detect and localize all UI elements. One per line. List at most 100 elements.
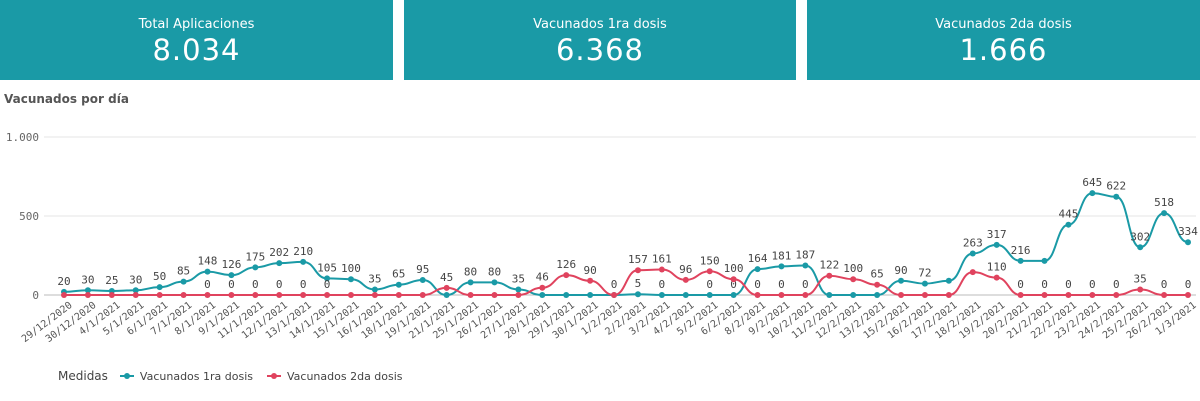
- data-point: [1089, 292, 1096, 298]
- data-label: 45: [440, 271, 453, 284]
- data-point: [132, 292, 139, 298]
- data-point: [180, 278, 187, 285]
- data-label: 0: [1185, 278, 1192, 291]
- data-point: [1089, 190, 1096, 197]
- data-point: [1041, 292, 1048, 298]
- data-point: [252, 264, 259, 271]
- data-label: 95: [416, 263, 429, 276]
- data-label: 46: [536, 271, 549, 284]
- data-label: 35: [512, 272, 525, 285]
- data-label: 0: [778, 278, 785, 291]
- data-label: 5: [635, 277, 642, 290]
- data-label: 334: [1178, 225, 1198, 238]
- data-point: [993, 274, 1000, 281]
- data-point: [467, 292, 474, 298]
- kpi-label: Total Aplicaciones: [138, 17, 255, 32]
- data-point: [347, 292, 354, 298]
- legend-label: Vacunados 1ra dosis: [139, 369, 253, 383]
- data-label: 0: [300, 278, 307, 291]
- data-label: 164: [748, 252, 768, 265]
- data-point: [945, 277, 952, 284]
- data-point: [156, 292, 163, 298]
- data-point: [61, 292, 67, 298]
- data-point: [802, 292, 809, 298]
- data-point: [778, 292, 785, 298]
- data-point: [300, 258, 307, 265]
- data-point: [1161, 292, 1168, 298]
- data-point: [395, 292, 402, 298]
- data-label: 216: [1011, 244, 1031, 257]
- data-label: 100: [341, 262, 361, 275]
- data-label: 0: [1017, 278, 1024, 291]
- data-point: [252, 292, 259, 298]
- data-point: [539, 292, 546, 298]
- line-chart[interactable]: 05001.00029/12/202030/12/20204/1/20215/1…: [0, 120, 1200, 365]
- data-point: [730, 276, 737, 283]
- data-point: [874, 292, 881, 298]
- data-point: [945, 292, 952, 298]
- data-label: 50: [153, 270, 166, 283]
- data-label: 645: [1082, 176, 1102, 189]
- data-point: [587, 277, 594, 284]
- data-point: [826, 292, 833, 298]
- legend-item-1ra-dosis[interactable]: Vacunados 1ra dosis: [119, 369, 253, 383]
- data-label: 0: [611, 278, 618, 291]
- data-point: [563, 272, 570, 279]
- data-point: [993, 241, 1000, 248]
- data-point: [634, 291, 641, 298]
- data-point: [515, 286, 522, 293]
- data-label: 0: [204, 278, 211, 291]
- data-label: 157: [628, 253, 648, 266]
- data-point: [587, 292, 594, 298]
- data-label: 100: [724, 262, 744, 275]
- data-point: [706, 268, 713, 275]
- kpi-total-aplicaciones: Total Aplicaciones 8.034: [0, 0, 393, 80]
- data-point: [395, 281, 402, 288]
- data-label: 0: [1113, 278, 1120, 291]
- y-tick-label: 500: [19, 210, 39, 223]
- legend-title: Medidas: [58, 369, 108, 383]
- data-point: [1185, 292, 1191, 298]
- data-label: 80: [488, 265, 501, 278]
- data-label: 0: [1065, 278, 1072, 291]
- data-point: [658, 292, 665, 298]
- data-point: [204, 268, 211, 275]
- data-point: [491, 279, 498, 286]
- data-point: [180, 292, 187, 298]
- data-point: [347, 276, 354, 283]
- data-label: 35: [1134, 272, 1147, 285]
- data-label: 90: [584, 264, 597, 277]
- kpi-label: Vacunados 2da dosis: [935, 17, 1072, 32]
- data-point: [443, 284, 450, 291]
- data-label: 210: [293, 245, 313, 258]
- data-label: 30: [81, 273, 94, 286]
- data-point: [1017, 257, 1024, 264]
- data-point: [634, 267, 641, 274]
- data-point: [1137, 244, 1144, 251]
- legend-item-2da-dosis[interactable]: Vacunados 2da dosis: [267, 370, 403, 383]
- data-point: [204, 292, 211, 298]
- data-point: [228, 272, 235, 279]
- kpi-label: Vacunados 1ra dosis: [533, 17, 667, 32]
- kpi-vacunados-2da-dosis: Vacunados 2da dosis 1.666: [807, 0, 1200, 80]
- data-point: [84, 292, 91, 298]
- data-label: 30: [129, 273, 142, 286]
- data-label: 105: [317, 261, 337, 274]
- data-point: [276, 292, 283, 298]
- data-point: [730, 292, 737, 298]
- data-point: [228, 292, 235, 298]
- data-point: [969, 250, 976, 257]
- data-point: [84, 287, 91, 294]
- data-label: 20: [57, 275, 70, 288]
- data-point: [467, 279, 474, 286]
- data-point: [539, 284, 546, 291]
- data-label: 80: [464, 265, 477, 278]
- legend-marker-icon: [267, 372, 281, 380]
- data-point: [324, 292, 331, 298]
- data-point: [754, 266, 761, 273]
- data-point: [706, 292, 713, 298]
- data-point: [1113, 292, 1120, 298]
- data-label: 263: [963, 236, 983, 249]
- data-label: 302: [1130, 230, 1150, 243]
- data-point: [1065, 292, 1072, 298]
